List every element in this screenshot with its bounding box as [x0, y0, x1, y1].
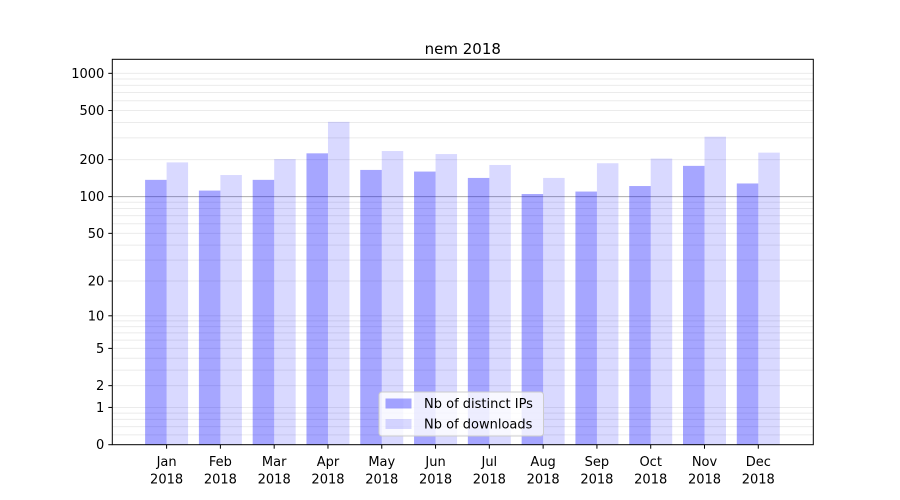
legend-box: [378, 391, 544, 437]
bar-downloads-mar: [274, 159, 296, 445]
y-tick-label-1000: 1000: [71, 67, 104, 82]
y-tick-label-5: 5: [96, 342, 104, 357]
x-tick-label-may: May: [368, 455, 395, 470]
bar-distinct-ips-feb: [198, 190, 221, 445]
bar-distinct-ips-apr: [306, 153, 328, 445]
x-tick-label-year-apr: 2018: [311, 473, 344, 488]
bar-downloads-nov: [704, 136, 726, 445]
bar-distinct-ips-jul: [467, 177, 490, 445]
y-tick-label-20: 20: [88, 275, 105, 290]
bar-distinct-ips-nov: [683, 165, 705, 445]
bar-downloads-dec: [758, 152, 780, 445]
x-tick-label-apr: Apr: [317, 455, 340, 470]
y-tick-label-10: 10: [88, 309, 105, 324]
x-tick-label-jul: Jul: [480, 455, 497, 470]
legend-label-downloads: Nb of downloads: [424, 418, 533, 433]
x-tick-label-jan: Jan: [156, 455, 177, 470]
x-tick-label-year-jun: 2018: [419, 473, 452, 488]
x-tick-label-year-oct: 2018: [634, 473, 667, 488]
x-tick-label-aug: Aug: [530, 455, 555, 470]
bar-downloads-jan: [166, 162, 189, 445]
y-tick-label-500: 500: [79, 104, 104, 119]
bar-distinct-ips-aug: [521, 194, 544, 445]
x-tick-label-year-nov: 2018: [688, 473, 721, 488]
y-tick-label-2: 2: [96, 379, 104, 394]
bar-distinct-ips-dec: [736, 183, 759, 445]
x-tick-label-nov: Nov: [692, 455, 718, 470]
bar-downloads-may: [381, 151, 404, 445]
x-tick-label-year-aug: 2018: [527, 473, 560, 488]
y-tick-label-100: 100: [79, 190, 104, 205]
bar-downloads-feb: [220, 175, 242, 445]
legend-swatch-downloads: [385, 419, 412, 429]
x-tick-label-feb: Feb: [209, 455, 232, 470]
bar-distinct-ips-may: [360, 169, 382, 445]
x-tick-label-year-dec: 2018: [742, 473, 775, 488]
legend-swatch-distinct-ips: [385, 398, 412, 409]
bar-distinct-ips-mar: [252, 179, 275, 445]
x-tick-label-sep: Sep: [585, 455, 610, 470]
bar-downloads-sep: [596, 163, 619, 445]
x-tick-label-year-sep: 2018: [580, 473, 613, 488]
bar-distinct-ips-jan: [145, 179, 167, 445]
bar-distinct-ips-jun: [414, 171, 436, 445]
x-tick-label-year-feb: 2018: [204, 473, 237, 488]
y-tick-label-0: 0: [96, 438, 104, 453]
chart-title: nem 2018: [425, 40, 501, 58]
y-tick-label-200: 200: [79, 153, 104, 168]
bar-downloads-jul: [489, 164, 511, 445]
x-tick-label-year-mar: 2018: [258, 473, 291, 488]
bar-distinct-ips-sep: [575, 191, 597, 445]
plot-frame: [111, 58, 814, 446]
bar-downloads-apr: [327, 121, 350, 445]
x-tick-label-oct: Oct: [639, 455, 661, 470]
legend-label-distinct-ips: Nb of distinct IPs: [424, 397, 533, 412]
x-tick-label-dec: Dec: [746, 455, 771, 470]
x-tick-label-year-may: 2018: [365, 473, 398, 488]
bar-downloads-jun: [435, 154, 458, 445]
bar-downloads-oct: [650, 158, 673, 445]
x-tick-label-year-jul: 2018: [473, 473, 506, 488]
y-tick-label-1: 1: [96, 401, 104, 416]
x-tick-label-mar: Mar: [262, 455, 287, 470]
x-tick-label-year-jan: 2018: [150, 473, 183, 488]
x-tick-label-jun: Jun: [424, 455, 445, 470]
bar-distinct-ips-oct: [629, 186, 651, 445]
bar-downloads-aug: [543, 177, 565, 445]
y-tick-label-50: 50: [88, 227, 105, 242]
